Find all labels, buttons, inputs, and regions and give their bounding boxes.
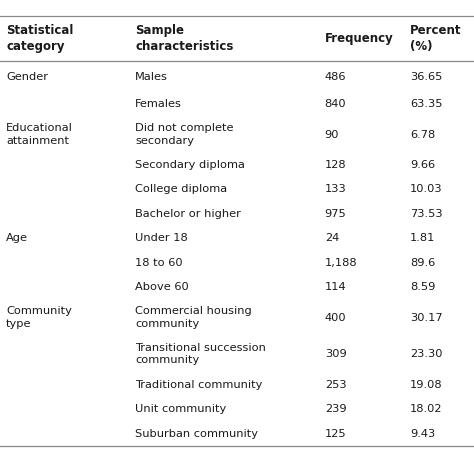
- Text: Statistical
category: Statistical category: [6, 24, 73, 53]
- Text: 975: 975: [325, 209, 346, 219]
- Text: 125: 125: [325, 429, 346, 439]
- Text: Community
type: Community type: [6, 306, 72, 329]
- Text: 18 to 60: 18 to 60: [135, 258, 182, 268]
- Text: 63.35: 63.35: [410, 99, 443, 109]
- Text: 309: 309: [325, 349, 346, 359]
- Text: 90: 90: [325, 129, 339, 139]
- Text: 9.66: 9.66: [410, 160, 435, 170]
- Text: 89.6: 89.6: [410, 258, 435, 268]
- Text: 10.03: 10.03: [410, 184, 443, 194]
- Text: Secondary diploma: Secondary diploma: [135, 160, 245, 170]
- Text: Above 60: Above 60: [135, 282, 189, 292]
- Text: 8.59: 8.59: [410, 282, 436, 292]
- Text: 133: 133: [325, 184, 346, 194]
- Text: Under 18: Under 18: [135, 233, 188, 243]
- Text: Traditional community: Traditional community: [135, 380, 263, 390]
- Text: Age: Age: [6, 233, 28, 243]
- Text: Did not complete
secondary: Did not complete secondary: [135, 123, 234, 146]
- Text: Transitional succession
community: Transitional succession community: [135, 343, 266, 365]
- Text: Gender: Gender: [6, 72, 48, 82]
- Text: 840: 840: [325, 99, 346, 109]
- Text: Bachelor or higher: Bachelor or higher: [135, 209, 241, 219]
- Text: College diploma: College diploma: [135, 184, 227, 194]
- Text: 73.53: 73.53: [410, 209, 443, 219]
- Text: Males: Males: [135, 72, 168, 82]
- Text: 9.43: 9.43: [410, 429, 435, 439]
- Text: 36.65: 36.65: [410, 72, 442, 82]
- Text: 1,188: 1,188: [325, 258, 357, 268]
- Text: Frequency: Frequency: [325, 32, 393, 45]
- Text: 114: 114: [325, 282, 346, 292]
- Text: 18.02: 18.02: [410, 404, 443, 414]
- Text: 253: 253: [325, 380, 346, 390]
- Text: Females: Females: [135, 99, 182, 109]
- Text: 24: 24: [325, 233, 339, 243]
- Text: 30.17: 30.17: [410, 313, 443, 323]
- Text: 6.78: 6.78: [410, 129, 435, 139]
- Text: Percent
(%): Percent (%): [410, 24, 462, 53]
- Text: 1.81: 1.81: [410, 233, 436, 243]
- Text: Sample
characteristics: Sample characteristics: [135, 24, 234, 53]
- Text: Suburban community: Suburban community: [135, 429, 258, 439]
- Text: 239: 239: [325, 404, 346, 414]
- Text: Unit community: Unit community: [135, 404, 227, 414]
- Text: 486: 486: [325, 72, 346, 82]
- Text: 400: 400: [325, 313, 346, 323]
- Text: 128: 128: [325, 160, 346, 170]
- Text: Commercial housing
community: Commercial housing community: [135, 306, 252, 329]
- Text: 23.30: 23.30: [410, 349, 443, 359]
- Text: 19.08: 19.08: [410, 380, 443, 390]
- Text: Educational
attainment: Educational attainment: [6, 123, 73, 146]
